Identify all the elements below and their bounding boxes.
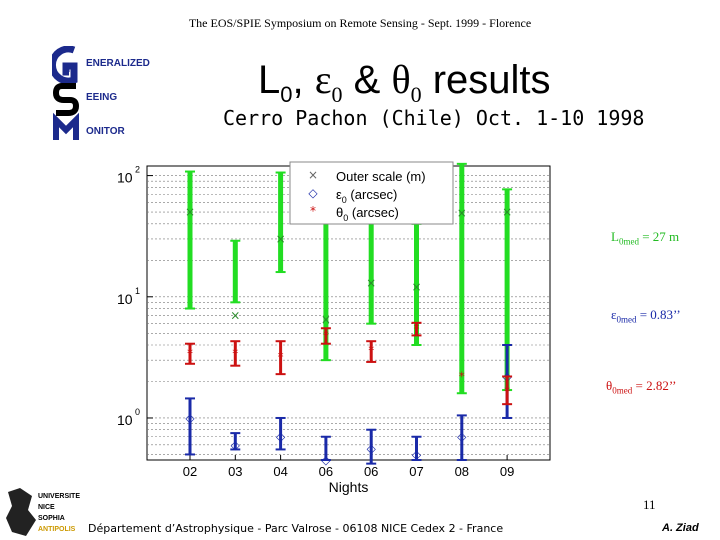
outer-scale-point: ×	[502, 205, 512, 219]
annotation-eps0-median: ε0med = 0.83’’	[611, 307, 681, 325]
outer-scale-point: ×	[366, 276, 376, 290]
epsilon0-point: ◇	[185, 411, 195, 425]
annotation-l0-median: L0med = 27 m	[611, 229, 680, 247]
chart-legend: × Outer scale (m) ◇ ε0 (arcsec) * θ0 (arcsec)	[289, 161, 454, 225]
x-tick-label: 07	[409, 464, 423, 479]
outer-scale-point: ×	[411, 280, 421, 294]
logo-line1: ENERALIZED	[86, 58, 150, 69]
university-logo-line1: UNIVERSITE	[38, 493, 80, 500]
y-tick-label: 10	[117, 412, 133, 428]
legend-marker: *	[310, 204, 316, 218]
legend-label: ε0 (arcsec)	[336, 187, 397, 205]
university-logo-line4: ANTIPOLIS	[38, 526, 76, 533]
x-tick-label: 09	[500, 464, 514, 479]
epsilon0-point: ◇	[457, 430, 467, 444]
logo-line3: ONITOR	[86, 126, 125, 137]
outer-scale-point: ×	[276, 232, 286, 246]
outer-scale-point: ×	[185, 205, 195, 219]
epsilon0-point: ◇	[412, 447, 422, 461]
logo-letter-g	[52, 46, 78, 85]
theta0-point: *	[278, 350, 284, 364]
epsilon0-point: ◇	[276, 430, 286, 444]
footer-address: Département d’Astrophysique - Parc Valro…	[88, 522, 504, 535]
university-logo: UNIVERSITE NICE SOPHIA ANTIPOLIS	[6, 488, 80, 536]
page-number: 11	[643, 497, 656, 512]
logo-letter-m	[53, 112, 79, 140]
university-logo-line3: SOPHIA	[38, 515, 65, 522]
theta0-point: *	[414, 322, 420, 336]
y-tick-label: 10	[117, 291, 133, 307]
y-tick-exponent: 0	[135, 407, 140, 417]
legend-label: Outer scale (m)	[336, 169, 426, 184]
theta0-point: *	[187, 347, 193, 361]
x-tick-label: 08	[455, 464, 469, 479]
y-tick-label: 10	[117, 170, 133, 186]
university-logo-line2: NICE	[38, 504, 55, 511]
legend-box	[289, 161, 454, 225]
slide-title: L0, ε0 & θ0 results	[258, 57, 551, 107]
outer-scale-point: ×	[321, 312, 331, 326]
x-tick-label: 04	[273, 464, 287, 479]
epsilon0-point: ◇	[231, 438, 241, 452]
theta0-point: *	[323, 328, 329, 342]
logo-letter-s	[52, 83, 80, 116]
author-name: A. Ziad	[662, 522, 699, 534]
legend-marker: ×	[308, 168, 318, 182]
annotation-theta0-median: θ0med = 2.82’’	[606, 378, 677, 396]
y-tick-exponent: 1	[135, 286, 140, 296]
slide-subtitle: Cerro Pachon (Chile) Oct. 1-10 1998	[223, 106, 645, 130]
outer-scale-point: ×	[230, 309, 240, 323]
epsilon0-point: ◇	[321, 453, 331, 467]
outer-scale-point: ×	[457, 206, 467, 220]
gsm-logo: ENERALIZED EEING ONITOR	[52, 46, 150, 140]
legend-marker: ◇	[308, 186, 318, 200]
theta0-point: *	[232, 347, 238, 361]
theta0-point: *	[459, 369, 465, 383]
x-tick-label: 03	[228, 464, 242, 479]
theta0-point: *	[368, 344, 374, 358]
x-tick-label: 02	[183, 464, 197, 479]
x-axis-label: Nights	[329, 479, 369, 495]
conference-header: The EOS/SPIE Symposium on Remote Sensing…	[188, 16, 532, 30]
university-logo-emblem	[6, 488, 36, 536]
legend-label: θ0 (arcsec)	[336, 205, 399, 223]
y-tick-exponent: 2	[135, 165, 140, 175]
theta0-point: *	[504, 385, 510, 399]
logo-line2: EEING	[86, 92, 117, 103]
x-tick-label: 06	[364, 464, 378, 479]
x-tick-label: 06	[319, 464, 333, 479]
epsilon0-point: ◇	[367, 441, 377, 455]
